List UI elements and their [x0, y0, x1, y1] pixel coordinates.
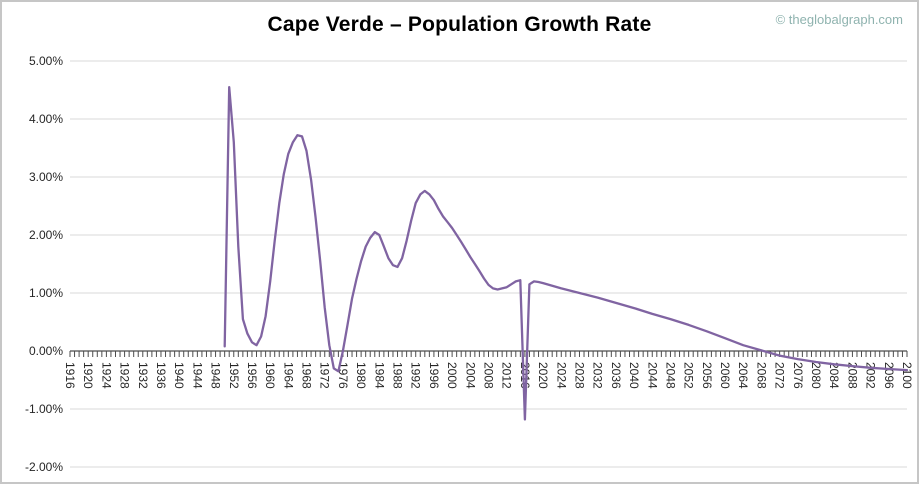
x-axis-label: 2100 [900, 362, 914, 389]
x-axis-label: 1972 [318, 362, 332, 389]
x-axis-label: 2092 [864, 362, 878, 389]
x-axis-label: 2024 [554, 362, 568, 389]
y-axis-label: 0.00% [29, 344, 63, 358]
x-axis-label: 2084 [827, 362, 841, 389]
x-axis-label: 2012 [500, 362, 514, 389]
y-axis-label: 2.00% [29, 228, 63, 242]
x-axis-label: 2060 [718, 362, 732, 389]
x-axis-label: 1928 [118, 362, 132, 389]
x-axis-label: 1948 [209, 362, 223, 389]
x-axis-label: 2088 [845, 362, 859, 389]
y-axis-label: -1.00% [25, 402, 63, 416]
x-axis-label: 1936 [154, 362, 168, 389]
y-axis-label: 5.00% [29, 54, 63, 68]
x-axis-label: 1924 [99, 362, 113, 389]
x-axis-label: 2048 [663, 362, 677, 389]
watermark: © theglobalgraph.com [775, 12, 903, 27]
x-axis-label: 1984 [372, 362, 386, 389]
x-axis-label: 1944 [190, 362, 204, 389]
x-axis-label: 1980 [354, 362, 368, 389]
x-axis-label: 2096 [882, 362, 896, 389]
x-axis-label: 2040 [627, 362, 641, 389]
y-axis-label: -2.00% [25, 460, 63, 474]
x-axis-label: 2016 [518, 362, 532, 389]
x-axis-label: 2028 [572, 362, 586, 389]
x-axis-label: 2032 [591, 362, 605, 389]
chart-title: Cape Verde – Population Growth Rate [267, 13, 652, 36]
x-axis-label: 2076 [791, 362, 805, 389]
x-axis-label: 1940 [172, 362, 186, 389]
x-axis-label: 1992 [409, 362, 423, 389]
x-axis-label: 1996 [427, 362, 441, 389]
x-axis-label: 1964 [281, 362, 295, 389]
x-axis-label: 1960 [263, 362, 277, 389]
x-axis-label: 2068 [754, 362, 768, 389]
x-axis-label: 1916 [63, 362, 77, 389]
x-axis-label: 2008 [482, 362, 496, 389]
x-axis-label: 1952 [227, 362, 241, 389]
x-axis-label: 2080 [809, 362, 823, 389]
x-axis-label: 2064 [736, 362, 750, 389]
y-axis-label: 4.00% [29, 112, 63, 126]
x-axis-label: 1988 [391, 362, 405, 389]
x-axis-label: 2072 [773, 362, 787, 389]
y-axis-label: 3.00% [29, 170, 63, 184]
x-axis-label: 2036 [609, 362, 623, 389]
series-line [223, 85, 909, 421]
x-axis-label: 2020 [536, 362, 550, 389]
x-axis-label: 2052 [682, 362, 696, 389]
x-axis-label: 2000 [445, 362, 459, 389]
y-axis-label: 1.00% [29, 286, 63, 300]
x-axis-label: 2004 [463, 362, 477, 389]
x-axis-label: 1976 [336, 362, 350, 389]
x-axis-label: 1920 [81, 362, 95, 389]
x-axis-label: 2044 [645, 362, 659, 389]
x-axis-label: 1932 [136, 362, 150, 389]
x-axis-label: 1956 [245, 362, 259, 389]
x-axis-label: 1968 [300, 362, 314, 389]
x-axis-label: 2056 [700, 362, 714, 389]
